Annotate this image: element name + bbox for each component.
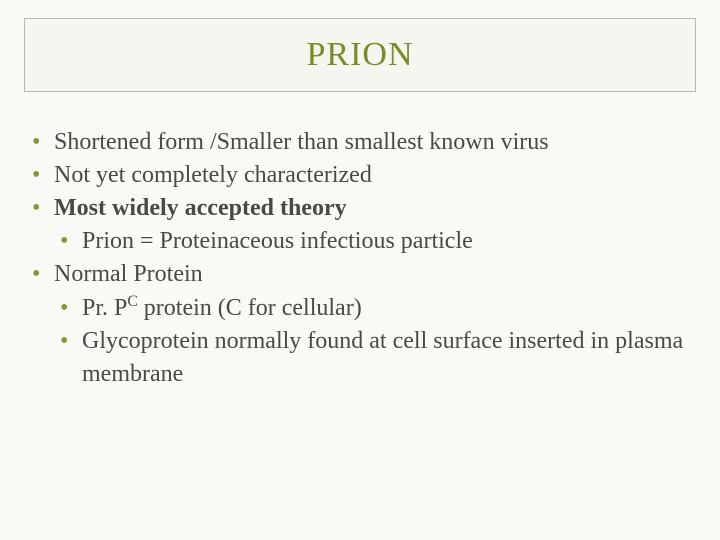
bullet-text: Not yet completely characterized <box>54 162 372 188</box>
sub-bullet-list: Pr. PC protein (C for cellular) Glycopro… <box>60 292 692 391</box>
list-item: Shortened form /Smaller than smallest kn… <box>32 126 692 159</box>
list-item: Not yet completely characterized <box>32 159 692 192</box>
bullet-text: Glycoprotein normally found at cell surf… <box>82 328 683 387</box>
slide-title: PRION <box>306 36 413 74</box>
bullet-list: Shortened form /Smaller than smallest kn… <box>32 126 692 391</box>
bullet-text: Most widely accepted theory <box>54 195 347 221</box>
sub-bullet-list: Prion = Proteinaceous infectious particl… <box>60 225 692 258</box>
title-box: PRION <box>24 18 696 92</box>
list-item: Glycoprotein normally found at cell surf… <box>60 325 692 391</box>
bullet-text: Pr. PC protein (C for cellular) <box>82 295 362 321</box>
list-item: Pr. PC protein (C for cellular) <box>60 292 692 325</box>
bullet-text: Prion = Proteinaceous infectious particl… <box>82 228 473 254</box>
list-item: Most widely accepted theory Prion = Prot… <box>32 192 692 258</box>
slide-body: Shortened form /Smaller than smallest kn… <box>32 126 692 391</box>
list-item: Prion = Proteinaceous infectious particl… <box>60 225 692 258</box>
list-item: Normal Protein Pr. PC protein (C for cel… <box>32 258 692 390</box>
bullet-text: Shortened form /Smaller than smallest kn… <box>54 129 549 155</box>
bullet-text: Normal Protein <box>54 261 203 287</box>
